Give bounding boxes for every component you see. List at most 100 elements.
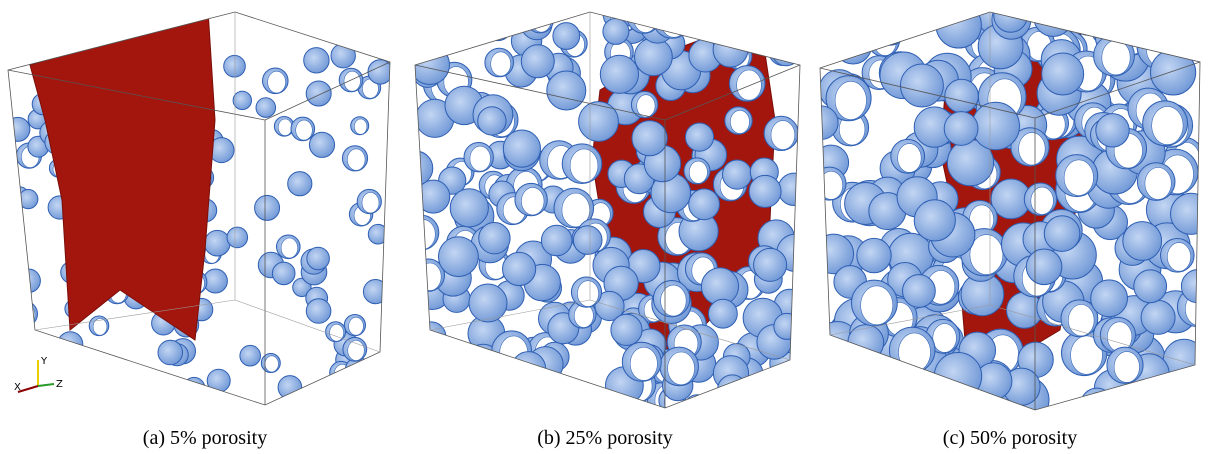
sphere	[458, 363, 493, 398]
sphere-cut	[689, 161, 707, 183]
sphere	[475, 0, 506, 31]
sphere-cut	[481, 3, 503, 30]
sphere	[506, 370, 541, 405]
sphere	[1026, 249, 1062, 285]
sphere	[1136, 377, 1170, 411]
sphere-cut	[1019, 133, 1046, 165]
sphere	[475, 0, 510, 32]
sphere	[774, 313, 800, 339]
page: {"figure": {"panels": [{"caption": "(a) …	[0, 0, 1215, 454]
sphere	[1163, 339, 1205, 381]
sphere-cut	[515, 391, 543, 425]
sphere	[404, 355, 442, 393]
sphere	[411, 349, 445, 383]
sphere-cut	[185, 394, 201, 413]
sphere	[478, 107, 506, 135]
sphere	[857, 238, 891, 272]
sphere-cut	[630, 347, 657, 380]
sphere-cut	[1077, 0, 1105, 34]
sphere	[363, 280, 387, 304]
sphere-cut	[265, 356, 278, 372]
sphere-cut	[333, 378, 351, 400]
sphere	[16, 40, 34, 58]
sphere	[437, 14, 469, 46]
sphere	[994, 0, 1028, 32]
sphere-cut	[482, 1, 507, 31]
sphere	[936, 3, 981, 48]
sphere-cut	[296, 120, 313, 140]
sphere	[718, 375, 747, 404]
sphere	[1034, 0, 1073, 37]
sphere	[400, 370, 439, 409]
sphere	[835, 27, 872, 64]
sphere	[1181, 270, 1214, 303]
sphere	[507, 386, 547, 426]
sphere-cut	[1087, 392, 1110, 420]
sphere	[5, 299, 31, 325]
sphere	[6, 117, 30, 141]
sphere	[685, 123, 713, 151]
sphere-cut	[574, 304, 593, 327]
sphere	[205, 230, 231, 256]
sphere	[17, 29, 43, 55]
sphere-cut	[470, 146, 491, 171]
sphere	[117, 3, 138, 24]
fracture-sheet	[30, 10, 215, 340]
sphere	[450, 189, 488, 227]
sphere	[1096, 114, 1129, 147]
sphere	[900, 64, 943, 107]
sphere-cut	[668, 352, 695, 385]
sphere	[288, 172, 312, 196]
sphere	[573, 226, 602, 255]
sphere-cut	[1031, 187, 1054, 214]
sphere	[846, 382, 881, 417]
sphere	[180, 391, 202, 413]
sphere	[339, 15, 363, 39]
sphere	[689, 189, 720, 220]
sphere	[863, 378, 907, 422]
sphere-cut	[861, 286, 893, 325]
sphere-cut	[570, 149, 598, 183]
sphere-cut	[92, 359, 109, 380]
caption: (c) 50% porosity	[943, 427, 1077, 449]
sphere	[17, 269, 41, 293]
sphere	[547, 71, 586, 110]
rendering	[805, 0, 1215, 431]
sphere	[278, 376, 302, 400]
sphere	[541, 225, 572, 256]
sphere-cut	[771, 121, 795, 150]
sphere-cut	[937, 394, 964, 427]
sphere	[635, 38, 673, 76]
sphere	[775, 22, 809, 56]
sphere-cut	[970, 235, 1003, 275]
sphere	[207, 369, 230, 392]
sphere	[325, 390, 350, 415]
sphere-cut	[824, 343, 848, 372]
sphere	[117, 390, 137, 410]
sphere	[101, 4, 125, 28]
sphere	[368, 224, 388, 244]
sphere-cut	[347, 149, 365, 171]
sphere-cut	[1114, 352, 1139, 383]
volume	[805, 0, 1215, 431]
sphere-cut	[1102, 40, 1130, 75]
sphere	[435, 21, 463, 49]
sphere	[272, 262, 295, 285]
sphere-cut	[491, 52, 511, 76]
sphere	[255, 195, 280, 220]
sphere	[872, 10, 907, 45]
sphere	[1044, 216, 1080, 252]
sphere	[684, 395, 711, 422]
sphere	[526, 388, 564, 426]
sphere	[892, 0, 937, 35]
sphere	[61, 26, 85, 50]
sphere	[511, 352, 545, 386]
figure: Y X Z (a) 5% porosity (b) 25% porosity (…	[0, 0, 1215, 454]
sphere-cut	[344, 18, 361, 38]
sphere	[833, 385, 867, 419]
sphere	[399, 151, 433, 185]
sphere-cut	[1167, 383, 1195, 417]
sphere-cut	[737, 70, 762, 100]
sphere-cut	[879, 14, 904, 44]
sphere	[753, 4, 789, 40]
